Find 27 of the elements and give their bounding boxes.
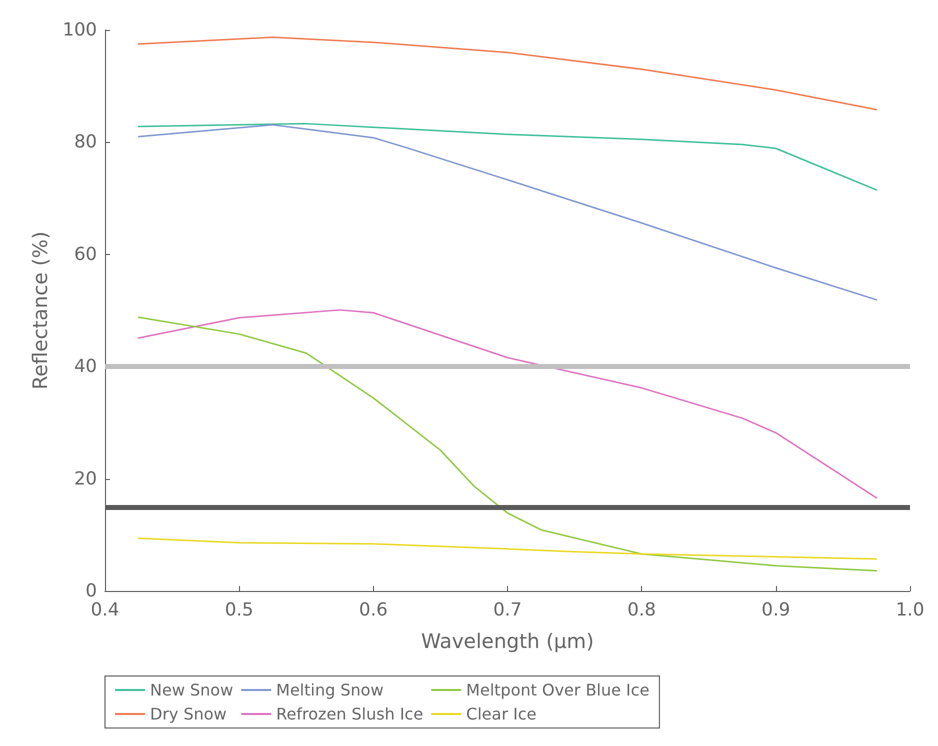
legend-label: Refrozen Slush Ice: [276, 704, 424, 724]
x-tick-label: 0.7: [493, 600, 522, 620]
y-tick-label: 20: [74, 468, 97, 490]
legend-label: Meltpont Over Blue Ice: [466, 680, 650, 700]
legend-label: New Snow: [150, 680, 234, 700]
legend-label: Melting Snow: [276, 680, 384, 700]
x-tick-label: 0.6: [359, 600, 388, 620]
y-tick-label: 100: [62, 20, 97, 40]
x-tick-label: 0.5: [224, 600, 254, 620]
line-series: [138, 538, 878, 560]
line-series: [138, 309, 878, 499]
x-tick-label: 0.9: [762, 600, 790, 620]
line-series: [138, 36, 878, 110]
legend-label: Dry Snow: [150, 704, 227, 724]
y-tick-label: 40: [74, 356, 97, 378]
y-tick-label: 60: [74, 244, 97, 265]
legend-label: Clear Ice: [466, 704, 536, 724]
x-axis-title: Wavelength (µm): [421, 629, 594, 653]
line-series: [138, 316, 878, 572]
y-axis-title: Reflectance (%): [28, 231, 52, 390]
x-tick-label: 1.0: [896, 600, 924, 620]
line-series: [138, 124, 878, 301]
y-tick-label: 0: [86, 580, 97, 602]
line-series: [138, 122, 878, 191]
y-tick-label: 80: [74, 132, 97, 153]
x-tick-label: 0.4: [90, 600, 120, 620]
x-tick-label: 0.8: [627, 600, 656, 620]
